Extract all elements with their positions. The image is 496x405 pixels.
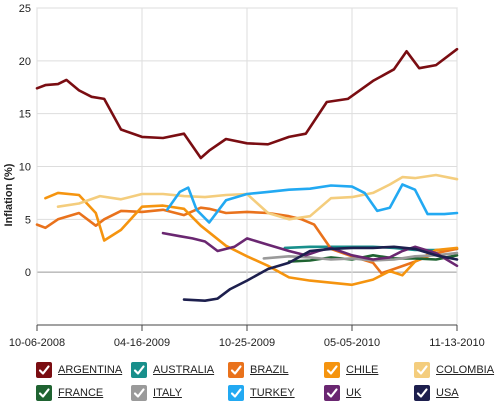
x-tick-label: 10-06-2008	[9, 337, 65, 349]
series-line-argentina	[35, 47, 459, 160]
legend-item-france[interactable]: FRANCE	[36, 385, 103, 401]
x-tick-label: 05-05-2010	[324, 337, 380, 349]
legend-label: UK	[346, 387, 362, 399]
legend-item-chile[interactable]: CHILE	[324, 362, 378, 378]
y-axis-label: Inflation (%)	[3, 163, 15, 226]
series-line-turkey	[165, 183, 459, 224]
legend-label: ARGENTINA	[58, 364, 123, 376]
series-line-colombia	[56, 173, 459, 221]
series-line-uk	[161, 231, 459, 268]
checkmark-icon	[228, 385, 244, 401]
y-tick-label: 5	[25, 214, 31, 226]
checkmark-icon	[36, 385, 52, 401]
legend-label: ITALY	[153, 387, 182, 399]
legend-item-colombia[interactable]: COLOMBIA	[414, 362, 494, 378]
legend-label: AUSTRALIA	[153, 364, 215, 376]
series-line-france	[287, 254, 459, 263]
x-tick-label: 04-16-2009	[114, 337, 170, 349]
checkmark-icon	[228, 362, 244, 378]
checkmark-icon	[324, 385, 340, 401]
y-axis-ticks: 0 5 10 15 20 25	[19, 3, 31, 279]
legend-item-turkey[interactable]: TURKEY	[228, 385, 295, 401]
checkmark-icon	[131, 385, 147, 401]
checkmark-icon	[414, 385, 430, 401]
legend-label: USA	[436, 387, 459, 399]
legend-label: TURKEY	[250, 387, 295, 399]
y-tick-label: 10	[19, 162, 31, 174]
legend-item-uk[interactable]: UK	[324, 385, 361, 401]
grid-lines	[36, 7, 458, 326]
legend-item-brazil[interactable]: BRAZIL	[228, 362, 289, 378]
x-tick-label: 11-13-2010	[429, 337, 484, 349]
legend-item-argentina[interactable]: ARGENTINA	[36, 362, 122, 378]
checkmark-icon	[414, 362, 430, 378]
y-tick-label: 25	[19, 3, 31, 15]
series-line-usa	[182, 245, 459, 302]
series-line-brazil	[35, 206, 459, 275]
y-tick-label: 15	[19, 109, 31, 121]
checkmark-icon	[36, 362, 52, 378]
checkmark-icon	[324, 362, 340, 378]
y-tick-label: 20	[19, 56, 31, 68]
legend-label: FRANCE	[58, 387, 104, 399]
legend-label: CHILE	[346, 364, 379, 376]
x-tick-label: 10-25-2009	[219, 337, 275, 349]
legend-item-italy[interactable]: ITALY	[131, 385, 182, 401]
legend-item-australia[interactable]: AUSTRALIA	[131, 362, 214, 378]
x-axis-ticks: 10-06-2008 04-16-2009 10-25-2009 05-05-2010…	[9, 324, 485, 349]
legend-label: BRAZIL	[250, 364, 289, 376]
y-tick-label: 0	[25, 267, 31, 279]
checkmark-icon	[131, 362, 147, 378]
series-line-chile	[44, 191, 459, 287]
series-lines	[35, 47, 459, 302]
legend-label: COLOMBIA	[436, 364, 495, 376]
legend-item-usa[interactable]: USA	[414, 385, 459, 401]
